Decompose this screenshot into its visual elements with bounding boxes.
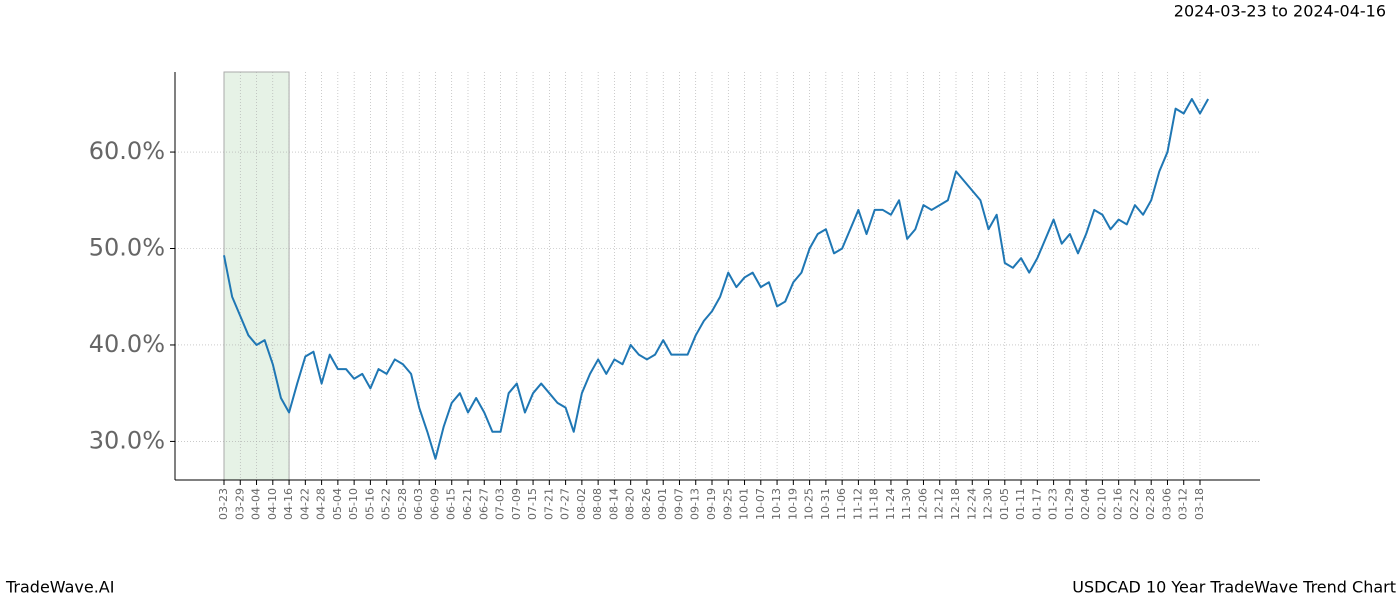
x-tick-label: 01-11 — [1014, 488, 1027, 520]
x-tick-label: 04-28 — [315, 488, 328, 520]
x-tick-label: 07-15 — [526, 488, 539, 520]
x-tick-label: 03-06 — [1160, 488, 1173, 520]
x-tick-label: 09-13 — [689, 488, 702, 520]
footer-left: TradeWave.AI — [5, 578, 114, 597]
x-tick-label: 12-30 — [982, 488, 995, 520]
x-tick-label: 05-16 — [363, 488, 376, 520]
x-tick-label: 10-31 — [819, 488, 832, 520]
data-line — [223, 98, 1210, 460]
x-tick-label: 11-30 — [900, 488, 913, 520]
x-tick-label: 04-16 — [282, 488, 295, 520]
x-tick-label: 10-01 — [738, 488, 751, 520]
x-tick-label: 11-06 — [835, 488, 848, 520]
x-tick-label: 07-09 — [510, 488, 523, 520]
x-tick-label: 06-27 — [477, 488, 490, 520]
x-tick-label: 05-10 — [347, 488, 360, 520]
x-tick-label: 09-01 — [656, 488, 669, 520]
x-tick-label: 06-09 — [428, 488, 441, 520]
y-tick-label: 40.0% — [89, 330, 165, 358]
x-tick-label: 02-10 — [1095, 488, 1108, 520]
x-tick-label: 12-24 — [965, 488, 978, 520]
x-tick-label: 11-12 — [851, 488, 864, 520]
x-tick-label: 02-28 — [1144, 488, 1157, 520]
x-tick-label: 08-08 — [591, 488, 604, 520]
x-tick-label: 05-04 — [331, 488, 344, 520]
x-tick-label: 10-25 — [803, 488, 816, 520]
x-tick-label: 11-24 — [884, 488, 897, 520]
x-tick-label: 08-02 — [575, 488, 588, 520]
x-tick-label: 10-07 — [754, 488, 767, 520]
x-tick-label: 12-18 — [949, 488, 962, 520]
x-tick-label: 07-27 — [559, 488, 572, 520]
x-tick-label: 03-23 — [217, 488, 230, 520]
footer-right: USDCAD 10 Year TradeWave Trend Chart — [1072, 578, 1396, 597]
x-tick-label: 04-04 — [250, 488, 263, 520]
x-tick-label: 10-13 — [770, 488, 783, 520]
x-tick-label: 12-06 — [916, 488, 929, 520]
x-tick-label: 06-15 — [445, 488, 458, 520]
x-tick-label: 01-17 — [1030, 488, 1043, 520]
chart-subtitle: 2024-03-23 to 2024-04-16 — [1174, 2, 1386, 21]
x-tick-label: 08-14 — [607, 488, 620, 520]
x-tick-label: 11-18 — [868, 488, 881, 520]
x-tick-label: 10-19 — [786, 488, 799, 520]
x-tick-label: 04-10 — [266, 488, 279, 520]
x-tick-label: 12-12 — [933, 488, 946, 520]
x-tick-label: 03-12 — [1177, 488, 1190, 520]
x-tick-label: 01-23 — [1047, 488, 1060, 520]
x-tick-label: 06-03 — [412, 488, 425, 520]
x-tick-label: 07-21 — [542, 488, 555, 520]
x-tick-label: 03-18 — [1193, 488, 1206, 520]
y-tick-label: 60.0% — [89, 137, 165, 165]
x-tick-label: 09-25 — [721, 488, 734, 520]
x-tick-label: 02-22 — [1128, 488, 1141, 520]
x-tick-label: 08-26 — [640, 488, 653, 520]
x-tick-label: 03-29 — [233, 488, 246, 520]
x-tick-label: 08-20 — [624, 488, 637, 520]
y-tick-label: 50.0% — [89, 234, 165, 262]
y-tick-label: 30.0% — [89, 426, 165, 454]
x-tick-label: 04-22 — [298, 488, 311, 520]
x-tick-label: 05-22 — [380, 488, 393, 520]
x-tick-label: 06-21 — [461, 488, 474, 520]
x-tick-label: 07-03 — [494, 488, 507, 520]
x-tick-label: 02-16 — [1112, 488, 1125, 520]
x-tick-label: 09-19 — [705, 488, 718, 520]
x-tick-label: 01-29 — [1063, 488, 1076, 520]
x-tick-label: 02-04 — [1079, 488, 1092, 520]
x-tick-label: 05-28 — [396, 488, 409, 520]
x-tick-label: 09-07 — [672, 488, 685, 520]
x-tick-label: 01-05 — [998, 488, 1011, 520]
